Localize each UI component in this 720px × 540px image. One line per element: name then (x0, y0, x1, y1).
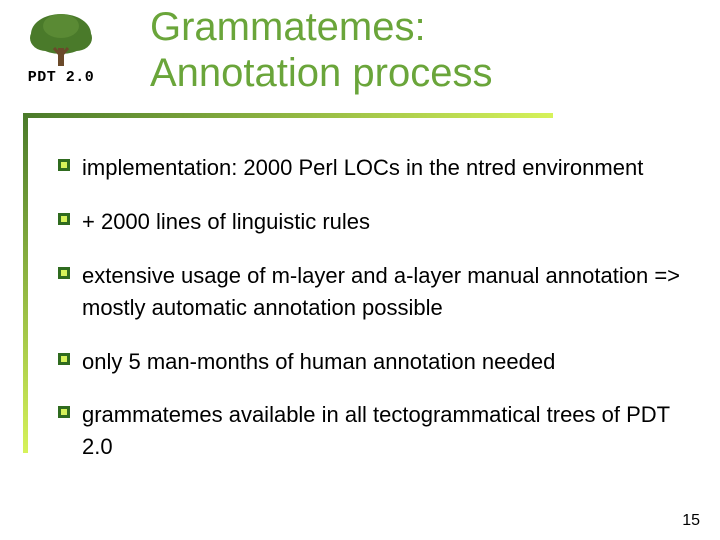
title-line-2: Annotation process (150, 50, 492, 96)
bullet-icon (58, 159, 70, 171)
list-item: extensive usage of m-layer and a-layer m… (58, 260, 688, 324)
logo-label: PDT 2.0 (20, 69, 102, 86)
title-underline (23, 113, 553, 118)
list-item: + 2000 lines of linguistic rules (58, 206, 688, 238)
tree-icon (26, 12, 96, 67)
bullet-text: grammatemes available in all tectogramma… (82, 399, 688, 463)
bullet-icon (58, 406, 70, 418)
bullet-icon (58, 267, 70, 279)
bullet-list: implementation: 2000 Perl LOCs in the nt… (58, 152, 688, 485)
bullet-text: only 5 man-months of human annotation ne… (82, 346, 555, 378)
bullet-text: extensive usage of m-layer and a-layer m… (82, 260, 688, 324)
title-line-1: Grammatemes: (150, 4, 492, 50)
bullet-icon (58, 213, 70, 225)
vertical-accent-line (23, 113, 28, 453)
bullet-text: implementation: 2000 Perl LOCs in the nt… (82, 152, 643, 184)
bullet-text: + 2000 lines of linguistic rules (82, 206, 370, 238)
list-item: grammatemes available in all tectogramma… (58, 399, 688, 463)
list-item: only 5 man-months of human annotation ne… (58, 346, 688, 378)
list-item: implementation: 2000 Perl LOCs in the nt… (58, 152, 688, 184)
bullet-icon (58, 353, 70, 365)
logo: PDT 2.0 (20, 12, 102, 86)
page-number: 15 (682, 512, 700, 530)
slide-title: Grammatemes: Annotation process (150, 4, 492, 96)
